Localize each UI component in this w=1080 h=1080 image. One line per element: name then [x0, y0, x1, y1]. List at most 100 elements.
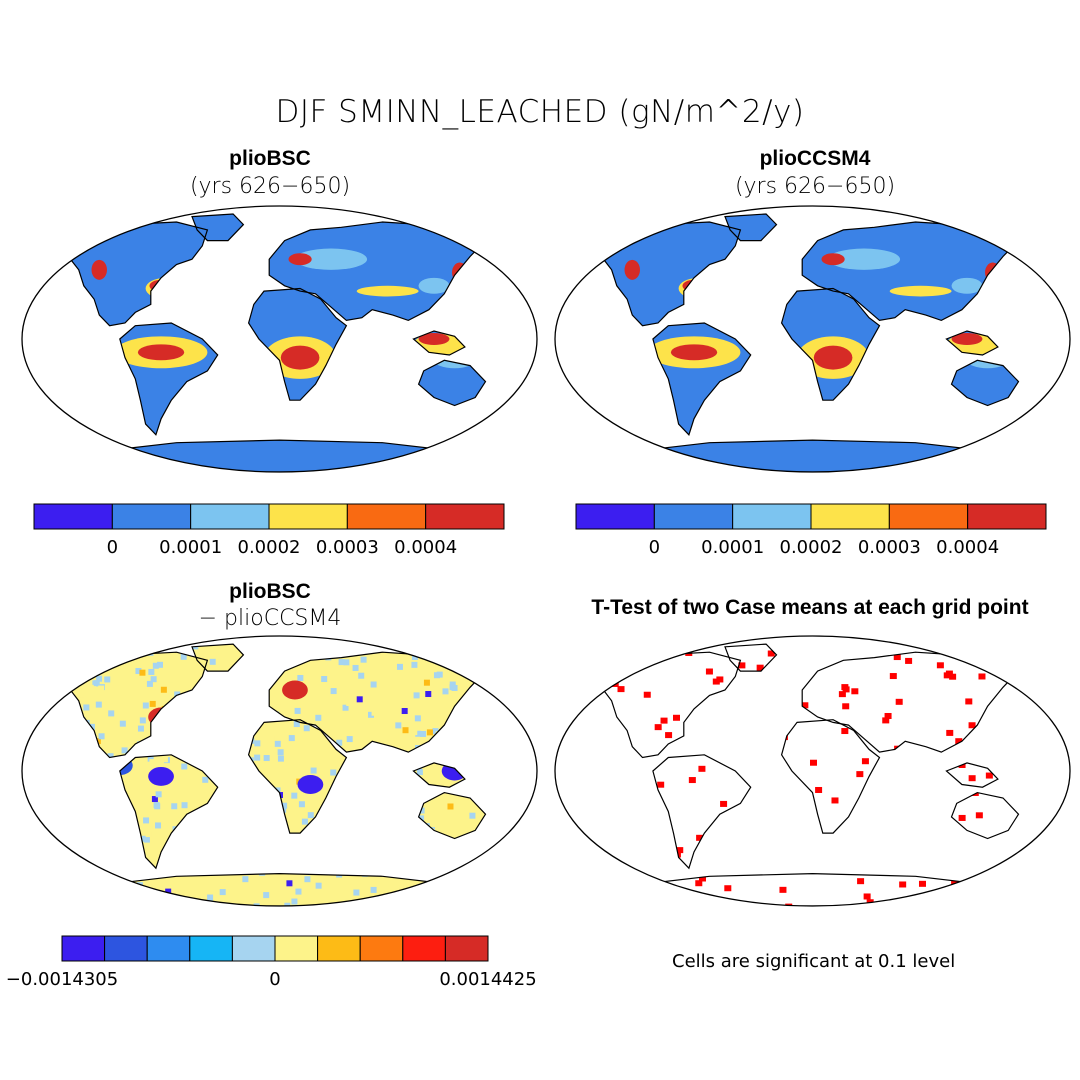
significant-cell — [665, 732, 673, 739]
significant-cell — [951, 895, 959, 902]
significant-cell — [696, 834, 704, 841]
significant-cell — [643, 691, 651, 698]
field-cell — [411, 661, 418, 668]
significant-cell — [861, 758, 869, 765]
field-cell — [181, 802, 188, 809]
field-cell — [268, 735, 275, 742]
land-southAmerica — [652, 754, 751, 869]
significant-cell — [601, 644, 609, 650]
significant-cell — [558, 651, 565, 657]
significant-cell — [716, 676, 724, 683]
significant-cell — [899, 881, 907, 888]
colorbar-swatch — [104, 935, 148, 962]
field-cell — [171, 665, 178, 672]
field-cell — [46, 654, 52, 660]
field-cell — [90, 877, 97, 884]
significant-cell — [1063, 692, 1070, 698]
significant-cell — [815, 786, 823, 793]
field-cell — [421, 884, 428, 891]
field-patch — [670, 344, 718, 361]
land-eurasia — [802, 222, 1019, 321]
field-cell — [113, 655, 120, 662]
field-cell — [411, 729, 418, 736]
field-cell — [427, 903, 434, 906]
significant-cell — [947, 905, 955, 906]
field-cell — [121, 747, 128, 754]
field-cell — [523, 658, 529, 664]
field-cell — [310, 767, 317, 774]
land-australia — [951, 792, 1019, 839]
colorbar-swatch — [888, 503, 969, 530]
colorbar-tick-label: 0.0014425 — [439, 969, 536, 990]
colorbar-swatch — [189, 935, 233, 962]
field-cell — [85, 667, 92, 674]
significant-cell — [699, 875, 707, 882]
significant-cell — [985, 772, 993, 779]
field-cell — [415, 730, 422, 737]
colorbar-swatch — [444, 935, 489, 962]
field-cell — [532, 814, 538, 820]
field-cell — [149, 759, 156, 766]
field-cell — [413, 692, 420, 699]
field-cell — [307, 812, 314, 819]
field-cell — [313, 685, 320, 692]
land-seAsiaIslands — [946, 762, 998, 788]
significant-cell — [779, 886, 787, 893]
significant-cell — [767, 650, 775, 657]
field-cell — [369, 652, 376, 659]
field-cell — [411, 654, 418, 661]
land-greenland — [192, 644, 244, 672]
field-cell — [410, 644, 417, 649]
significant-cell — [756, 664, 764, 671]
field-cell — [436, 671, 443, 678]
significant-cell — [705, 668, 713, 675]
coastline — [247, 719, 348, 834]
significant-cell — [918, 880, 926, 887]
field-cell — [254, 740, 261, 747]
panel2-case-name: plioCCSM4 — [759, 147, 871, 170]
field-cell — [506, 855, 512, 861]
field-cell — [139, 717, 146, 724]
field-patch — [418, 277, 450, 294]
field-cell — [277, 755, 284, 762]
field-cell — [258, 897, 265, 904]
coastline — [119, 322, 219, 436]
field-cell — [117, 651, 124, 658]
significant-cell — [801, 702, 809, 709]
field-cell — [529, 707, 535, 713]
field-cell — [494, 688, 500, 694]
colorbar-swatch — [575, 503, 655, 530]
field-cell — [288, 735, 295, 742]
significant-cell — [712, 678, 720, 685]
significant-cell — [842, 703, 850, 710]
coastline — [417, 791, 487, 840]
field-cell — [65, 680, 72, 687]
panel4-title: T-Test of two Case means at each grid po… — [591, 596, 1029, 619]
significant-cell — [695, 880, 703, 887]
significant-cell — [841, 728, 849, 735]
significant-cell — [621, 644, 629, 648]
field-cell — [147, 755, 154, 762]
field-cell — [385, 900, 392, 906]
field-cell — [286, 880, 293, 887]
field-cell — [24, 697, 30, 703]
field-cell — [427, 882, 434, 889]
coastline — [584, 651, 742, 759]
significant-cell — [676, 847, 684, 854]
field-cell — [31, 706, 37, 712]
field-cell — [294, 707, 301, 714]
coastline — [801, 651, 1020, 753]
field-cell — [343, 659, 350, 666]
field-cell — [98, 733, 105, 740]
colorbar-swatch — [317, 935, 361, 962]
field-cell — [388, 902, 395, 906]
field-cell — [356, 696, 363, 703]
field-cell — [24, 803, 30, 809]
significant-cell — [893, 654, 901, 661]
significant-cell — [968, 775, 976, 782]
field-cell — [83, 878, 90, 885]
panel-case2: 0 0.0001 0.0002 0.0003 0.0004 — [554, 205, 1071, 558]
colorbar-swatch — [268, 503, 348, 530]
significant-cell — [905, 657, 913, 664]
significant-cell — [663, 891, 671, 898]
